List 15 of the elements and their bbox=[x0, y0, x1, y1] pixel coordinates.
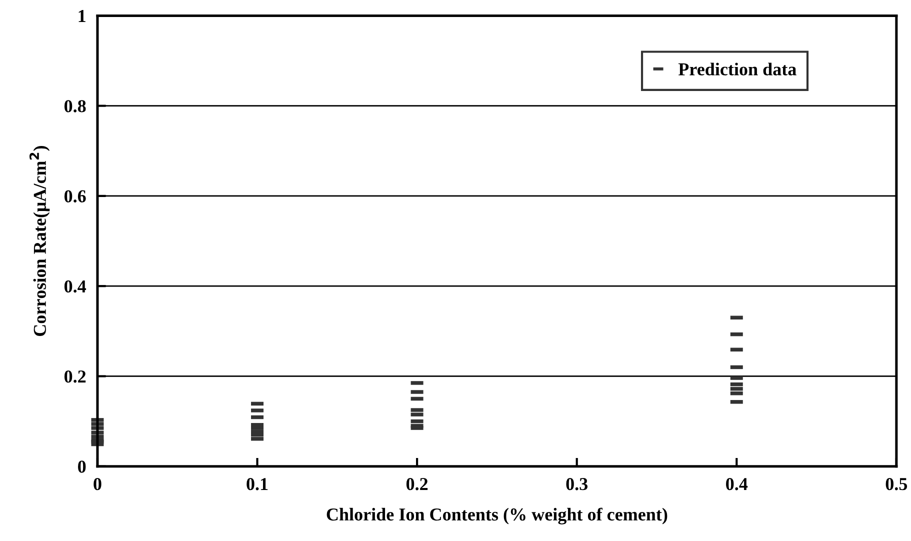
legend-label: Prediction data bbox=[678, 62, 796, 76]
x-tick-label: 0.1 bbox=[246, 478, 268, 490]
x-tick-label: 0 bbox=[94, 478, 102, 490]
y-tick-label: 0.8 bbox=[64, 100, 86, 112]
x-tick-label: 0.5 bbox=[886, 478, 908, 490]
y-tick-label: 0.4 bbox=[64, 280, 86, 293]
x-axis-title: Chloride Ion Contents (% weight of cement) bbox=[326, 508, 668, 524]
y-tick-label: 1 bbox=[78, 10, 86, 22]
y-tick-label: 0 bbox=[78, 460, 86, 473]
y-tick-label: 0.6 bbox=[64, 190, 86, 202]
x-tick-label: 0.4 bbox=[726, 478, 748, 490]
y-axis-title: Corrosion Rate(μA/cm$^{2}$) bbox=[30, 146, 50, 336]
y-tick-label: 0.2 bbox=[64, 370, 86, 383]
x-tick-label: 0.3 bbox=[566, 478, 588, 490]
x-tick-label: 0.2 bbox=[406, 478, 428, 490]
